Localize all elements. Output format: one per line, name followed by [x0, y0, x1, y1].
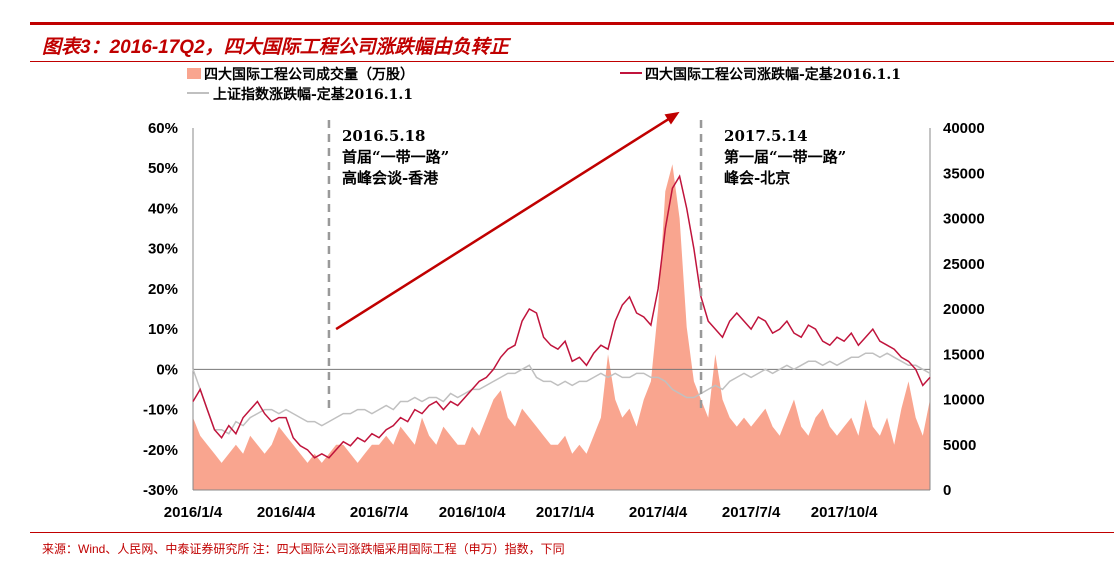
event-annotation: 2016.5.18 — [342, 127, 426, 145]
chart-title: 图表3：2016-17Q2，四大国际工程公司涨跌幅由负转正 — [42, 37, 509, 58]
event-annotation: 高峰会谈-香港 — [342, 169, 439, 187]
left-tick-label: -10% — [143, 402, 178, 419]
left-tick-label: 50% — [148, 160, 178, 177]
trend-arrow — [335, 114, 675, 331]
right-tick-label: 10000 — [943, 392, 985, 409]
source-note: 来源：Wind、人民网、中泰证券研究所 注：四大国际公司涨跌幅采用国际工程（申万… — [42, 542, 565, 556]
x-tick-label: 2016/4/4 — [257, 504, 316, 521]
x-tick-label: 2017/7/4 — [722, 504, 781, 521]
left-tick-label: -30% — [143, 482, 178, 499]
right-tick-label: 20000 — [943, 301, 985, 318]
legend-volume-label: 四大国际工程公司成交量（万股） — [204, 66, 414, 83]
right-tick-label: 40000 — [943, 120, 985, 137]
bottom-rule — [30, 532, 1114, 533]
top-rule — [30, 22, 1114, 25]
title-rule — [30, 61, 1114, 62]
x-tick-label: 2017/1/4 — [536, 504, 595, 521]
event-annotation: 第一届“一带一路” — [724, 148, 846, 166]
left-tick-label: 20% — [148, 281, 178, 298]
legend-volume-swatch — [187, 68, 201, 79]
left-tick-label: 30% — [148, 241, 178, 258]
right-tick-label: 0 — [943, 482, 951, 499]
arrow-head-icon — [664, 111, 680, 125]
x-tick-label: 2016/7/4 — [350, 504, 409, 521]
event-annotation: 首届“一带一路” — [342, 148, 449, 166]
right-tick-label: 15000 — [943, 346, 985, 363]
legend-gray-label: 上证指数涨跌幅-定基2016.1.1 — [213, 86, 413, 103]
x-tick-label: 2017/4/4 — [629, 504, 688, 521]
sse-index-line — [192, 352, 931, 435]
x-tick-label: 2016/10/4 — [439, 504, 506, 521]
right-tick-label: 5000 — [943, 437, 976, 454]
right-tick-label: 25000 — [943, 256, 985, 273]
left-tick-label: 0% — [156, 361, 178, 378]
left-tick-label: 60% — [148, 120, 178, 137]
right-tick-label: 35000 — [943, 165, 985, 182]
x-tick-label: 2016/1/4 — [164, 504, 223, 521]
left-tick-label: 40% — [148, 200, 178, 217]
intl-engineering-line — [192, 174, 931, 459]
left-tick-label: 10% — [148, 321, 178, 338]
right-tick-label: 30000 — [943, 211, 985, 228]
event-annotation: 2017.5.14 — [724, 127, 808, 145]
event-annotation: 峰会-北京 — [724, 169, 790, 187]
x-tick-label: 2017/10/4 — [811, 504, 878, 521]
volume-area — [193, 164, 930, 490]
left-tick-label: -20% — [143, 442, 178, 459]
legend-red-label: 四大国际工程公司涨跌幅-定基2016.1.1 — [645, 66, 901, 83]
